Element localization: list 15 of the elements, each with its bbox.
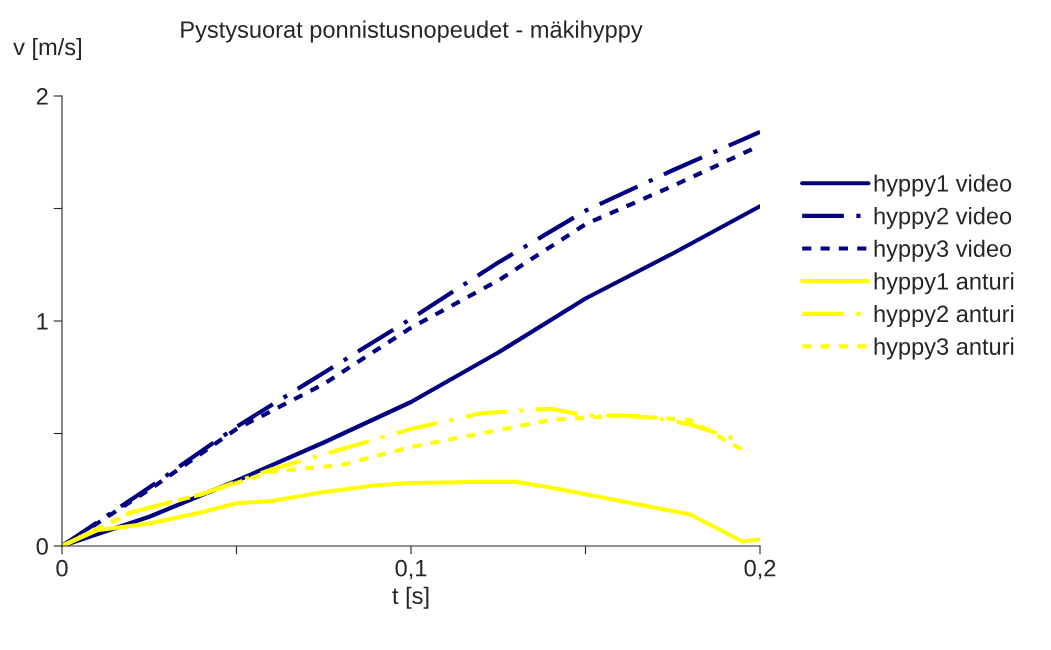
y-tick-label: 0 bbox=[36, 538, 48, 555]
y-axis-title: v [m/s] bbox=[13, 37, 81, 60]
y-tick-label: 1 bbox=[37, 313, 48, 330]
legend-label: hyppy3 anturi bbox=[874, 337, 1014, 360]
x-tick-label: 0 bbox=[56, 559, 68, 577]
legend-label: hyppy2 anturi bbox=[874, 304, 1014, 327]
x-axis-title: t [s] bbox=[392, 586, 429, 609]
legend-label: hyppy1 video bbox=[874, 174, 1012, 197]
legend-label: hyppy3 video bbox=[874, 239, 1012, 262]
legend-label: hyppy2 video bbox=[874, 207, 1012, 230]
x-tick-label: 0,2 bbox=[744, 559, 776, 580]
chart-title: Pystysuorat ponnistusnopeudet - mäkihyppy bbox=[181, 20, 643, 43]
x-tick-label: 0,1 bbox=[395, 559, 427, 580]
legend-label: hyppy1 anturi bbox=[874, 272, 1014, 295]
y-tick-label: 2 bbox=[36, 88, 48, 105]
